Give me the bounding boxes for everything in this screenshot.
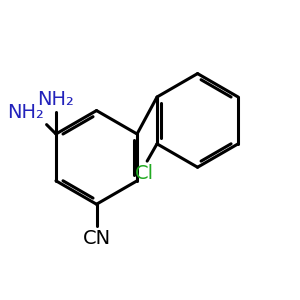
Text: NH₂: NH₂ bbox=[38, 90, 74, 109]
Text: NH₂: NH₂ bbox=[7, 103, 44, 122]
Text: CN: CN bbox=[82, 229, 111, 248]
Text: Cl: Cl bbox=[135, 164, 154, 183]
